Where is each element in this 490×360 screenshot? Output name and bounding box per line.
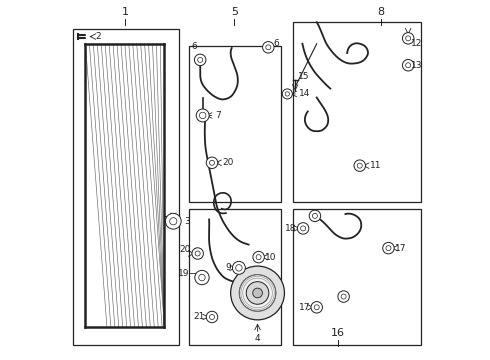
- Text: 10: 10: [265, 253, 276, 262]
- Circle shape: [239, 275, 276, 311]
- Text: 6: 6: [274, 39, 279, 48]
- Circle shape: [199, 112, 206, 119]
- Text: 11: 11: [370, 161, 381, 170]
- Text: 17: 17: [395, 244, 406, 253]
- Text: 12: 12: [411, 39, 422, 48]
- Circle shape: [206, 157, 218, 168]
- Circle shape: [402, 59, 414, 71]
- Text: 16: 16: [331, 328, 345, 338]
- Circle shape: [210, 160, 215, 165]
- Circle shape: [199, 274, 205, 281]
- Circle shape: [170, 218, 177, 225]
- Circle shape: [197, 57, 203, 62]
- Circle shape: [314, 305, 319, 310]
- Circle shape: [309, 210, 320, 222]
- Text: 19: 19: [178, 269, 190, 278]
- Circle shape: [338, 291, 349, 302]
- Circle shape: [311, 302, 322, 313]
- Bar: [190, 45, 281, 202]
- Text: 20: 20: [223, 158, 234, 167]
- Text: 14: 14: [299, 89, 310, 98]
- Text: 18: 18: [285, 224, 296, 233]
- Circle shape: [406, 63, 411, 68]
- Bar: [294, 209, 421, 345]
- Circle shape: [195, 251, 200, 256]
- Circle shape: [246, 282, 269, 304]
- Circle shape: [300, 226, 306, 231]
- Circle shape: [195, 54, 206, 66]
- Text: 21: 21: [194, 312, 205, 321]
- Circle shape: [236, 265, 242, 271]
- Circle shape: [263, 41, 274, 53]
- Circle shape: [256, 255, 261, 260]
- Circle shape: [406, 36, 411, 41]
- Text: 13: 13: [411, 61, 422, 70]
- Text: 6: 6: [191, 42, 197, 51]
- Circle shape: [206, 311, 218, 323]
- Text: 3: 3: [184, 217, 190, 226]
- Circle shape: [313, 213, 318, 219]
- Circle shape: [402, 33, 414, 44]
- Circle shape: [357, 163, 362, 168]
- Text: 2: 2: [96, 32, 101, 41]
- Text: 1: 1: [122, 7, 128, 17]
- Circle shape: [282, 89, 293, 99]
- Circle shape: [210, 315, 215, 319]
- Text: 8: 8: [378, 7, 385, 17]
- Text: 7: 7: [216, 111, 221, 120]
- Text: 15: 15: [298, 72, 310, 81]
- Text: 20: 20: [179, 246, 191, 255]
- Circle shape: [196, 109, 209, 122]
- Text: 5: 5: [231, 7, 238, 17]
- Circle shape: [383, 242, 394, 254]
- Circle shape: [253, 288, 262, 298]
- Circle shape: [232, 261, 245, 274]
- Circle shape: [341, 294, 346, 299]
- Circle shape: [231, 266, 285, 320]
- Text: 9: 9: [225, 264, 231, 273]
- Circle shape: [192, 248, 203, 259]
- Circle shape: [285, 92, 290, 96]
- Text: 17: 17: [299, 303, 310, 312]
- Circle shape: [253, 251, 265, 263]
- Text: 4: 4: [255, 334, 260, 343]
- Circle shape: [386, 246, 391, 251]
- Bar: [190, 209, 281, 345]
- Bar: [294, 22, 421, 202]
- Bar: [73, 30, 179, 345]
- Circle shape: [266, 45, 271, 50]
- Circle shape: [354, 160, 366, 171]
- Circle shape: [195, 270, 209, 285]
- Circle shape: [166, 213, 181, 229]
- Circle shape: [297, 223, 309, 234]
